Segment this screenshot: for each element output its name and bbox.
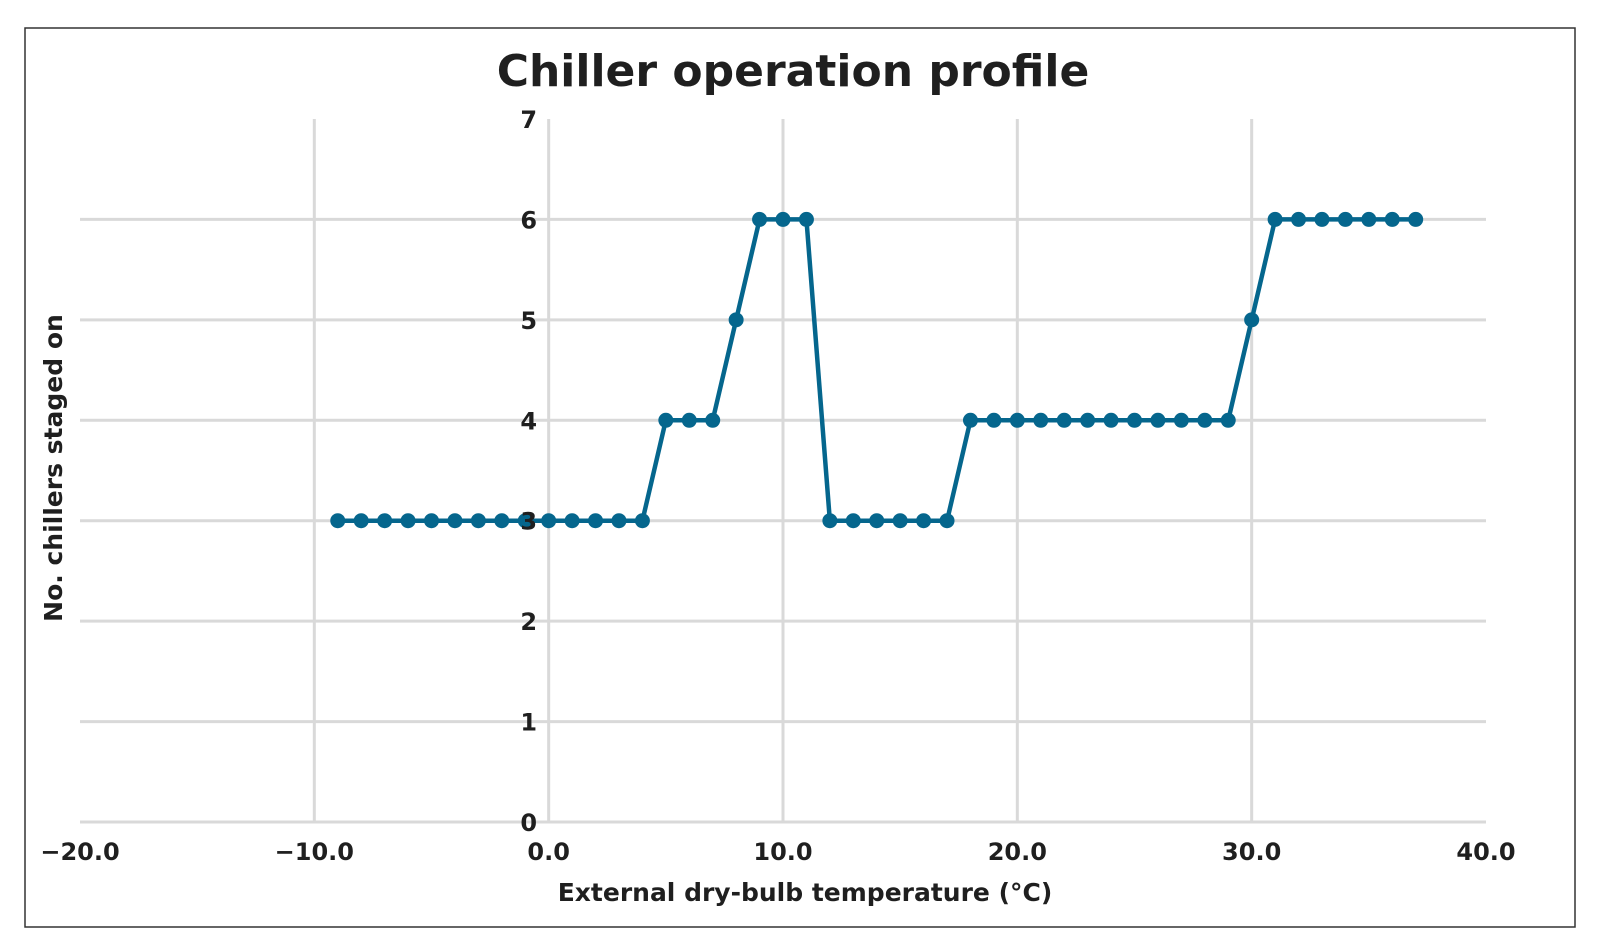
x-tick-label: 20.0 xyxy=(988,838,1047,866)
data-point xyxy=(424,513,439,529)
data-point xyxy=(752,211,768,227)
data-point xyxy=(1244,312,1260,328)
data-point xyxy=(1127,412,1142,428)
data-point xyxy=(822,513,838,529)
y-tick-label: 3 xyxy=(520,508,537,536)
data-point xyxy=(705,412,721,428)
y-tick-label: 6 xyxy=(520,206,537,234)
data-point xyxy=(1337,211,1353,227)
data-point xyxy=(869,513,885,529)
data-point xyxy=(588,513,604,529)
data-point xyxy=(939,513,955,529)
y-tick-label: 4 xyxy=(520,407,537,435)
series-layer xyxy=(330,211,1424,529)
x-tick-labels: −20.0 −10.0 0.0 10.0 20.0 30.0 40.0 xyxy=(40,838,1515,866)
data-point xyxy=(1220,412,1236,428)
y-tick-label: 7 xyxy=(520,106,537,134)
data-point xyxy=(1361,211,1377,227)
data-point xyxy=(986,412,1002,428)
data-point xyxy=(611,513,627,529)
data-point xyxy=(916,513,932,529)
data-point xyxy=(1009,412,1025,428)
x-tick-label: 0.0 xyxy=(527,838,570,866)
data-point xyxy=(1103,412,1119,428)
data-point xyxy=(1173,412,1189,428)
data-point xyxy=(775,211,791,227)
x-tick-label: −10.0 xyxy=(275,838,354,866)
x-tick-label: 30.0 xyxy=(1222,838,1281,866)
data-point xyxy=(447,513,463,529)
data-point xyxy=(634,513,650,529)
data-point xyxy=(564,513,580,529)
x-tick-label: 40.0 xyxy=(1456,838,1515,866)
data-point xyxy=(377,513,393,529)
data-point xyxy=(494,513,510,529)
vertical-gridlines xyxy=(312,119,1254,822)
data-point xyxy=(1056,412,1072,428)
data-point xyxy=(1291,211,1307,227)
data-point xyxy=(1150,412,1166,428)
data-point xyxy=(798,211,814,227)
data-point xyxy=(470,513,486,529)
data-point xyxy=(517,513,533,529)
y-tick-label: 1 xyxy=(520,709,537,737)
data-point xyxy=(1197,412,1213,428)
y-tick-label: 5 xyxy=(520,307,537,335)
data-point xyxy=(1267,211,1283,227)
chart-frame xyxy=(24,27,1576,928)
y-tick-label: 2 xyxy=(520,608,537,636)
x-axis-title: External dry-bulb temperature (°C) xyxy=(558,878,1053,907)
data-point xyxy=(330,513,346,529)
data-point xyxy=(1080,412,1096,428)
data-point xyxy=(658,412,674,428)
data-point xyxy=(1314,211,1330,227)
data-point xyxy=(1033,412,1049,428)
data-point xyxy=(541,513,557,529)
data-point xyxy=(400,513,416,529)
data-point xyxy=(681,412,697,428)
data-point xyxy=(1384,211,1400,227)
y-axis-title: No. chillers staged on xyxy=(39,314,68,622)
chart-title: Chiller operation profile xyxy=(497,46,1090,97)
x-tick-label: 10.0 xyxy=(753,838,812,866)
data-point xyxy=(1408,211,1424,227)
data-point xyxy=(892,513,908,529)
data-point xyxy=(845,513,861,529)
x-tick-label: −20.0 xyxy=(40,838,119,866)
data-point xyxy=(962,412,978,428)
data-point xyxy=(353,513,369,529)
y-tick-label: 0 xyxy=(520,809,537,837)
data-point xyxy=(728,312,744,328)
y-tick-labels: 0 1 2 3 4 5 6 7 xyxy=(520,106,537,837)
